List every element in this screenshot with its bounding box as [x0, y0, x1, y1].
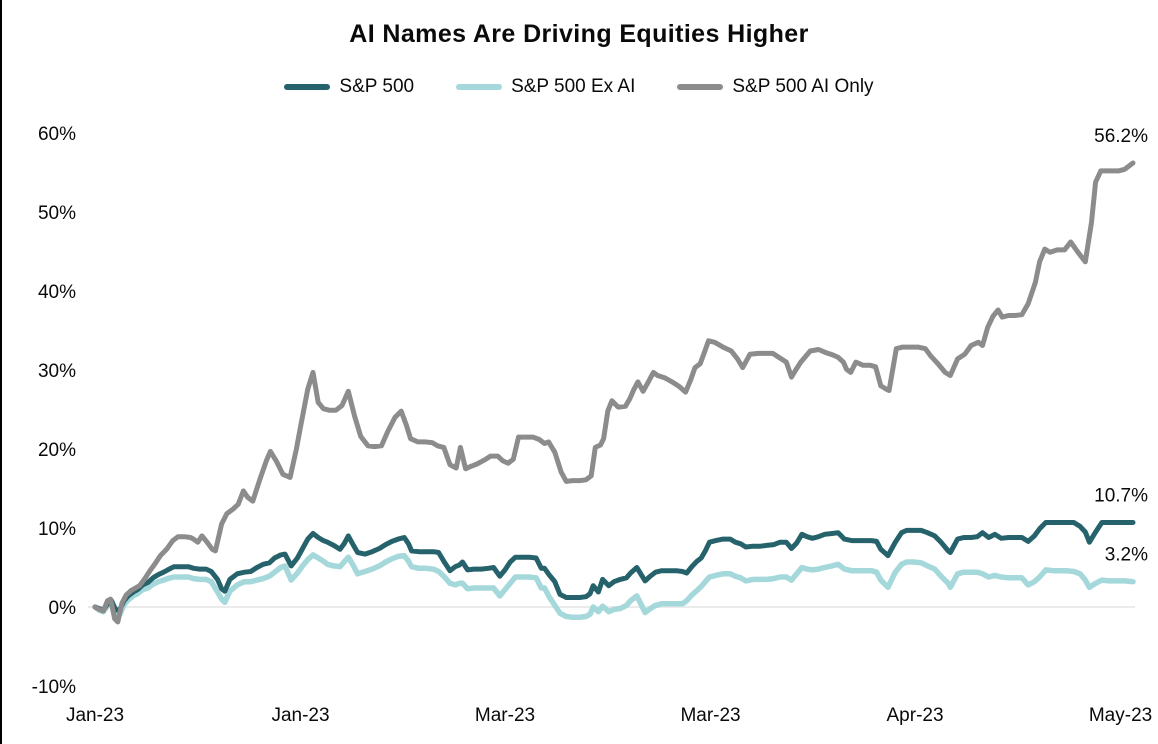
legend-swatch-sp500-ai-only-icon: [677, 84, 724, 90]
y-tick-label: 0%: [49, 598, 77, 619]
x-tick-label: Jan-23: [66, 705, 124, 726]
series-line-s-p-500-ai-only: [92, 160, 1136, 625]
series-line-s-p-500: [92, 520, 1136, 613]
x-tick-label: Apr-23: [887, 705, 944, 726]
y-tick-label: 10%: [38, 519, 76, 540]
left-border-line: [0, 0, 2, 744]
legend-item-sp500: S&P 500: [284, 76, 414, 98]
legend-swatch-sp500-icon: [284, 84, 331, 90]
legend-item-sp500-ex-ai: S&P 500 Ex AI: [456, 76, 635, 98]
end-label-s-p-500-ex-ai: 3.2%: [1105, 545, 1148, 566]
series-line-s-p-500-ex-ai: [92, 552, 1136, 621]
x-tick-label: Jan-23: [271, 705, 329, 726]
y-tick-label: 60%: [38, 124, 76, 145]
legend-swatch-sp500-ex-ai-icon: [456, 84, 503, 90]
y-tick-label: 30%: [38, 361, 76, 382]
x-tick-label: Mar-23: [475, 705, 535, 726]
legend-label-sp500-ex-ai: S&P 500 Ex AI: [511, 76, 636, 97]
end-label-s-p-500: 10.7%: [1094, 485, 1148, 506]
y-tick-label: 40%: [38, 282, 76, 303]
legend: S&P 500 S&P 500 Ex AI S&P 500 AI Only: [0, 76, 1158, 98]
end-label-s-p-500-ai-only: 56.2%: [1094, 126, 1148, 147]
legend-label-sp500: S&P 500: [339, 76, 415, 97]
y-tick-label: 50%: [38, 203, 76, 224]
y-tick-label: -10%: [32, 677, 76, 698]
legend-label-sp500-ai-only: S&P 500 AI Only: [732, 76, 874, 97]
x-tick-label: May-23: [1089, 705, 1152, 726]
y-tick-label: 20%: [38, 440, 76, 461]
chart-title: AI Names Are Driving Equities Higher: [349, 20, 809, 48]
x-tick-label: Mar-23: [680, 705, 740, 726]
legend-item-sp500-ai-only: S&P 500 AI Only: [677, 76, 874, 98]
